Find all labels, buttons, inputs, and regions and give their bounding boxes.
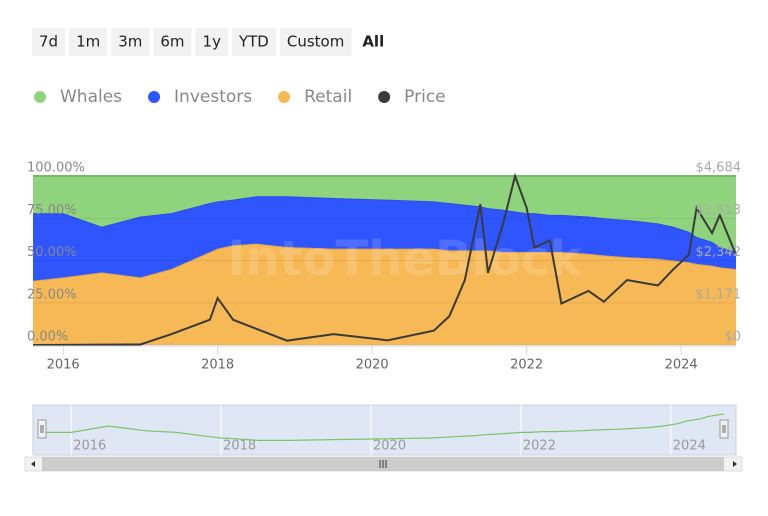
legend-marker	[148, 91, 161, 103]
navigator-handle[interactable]	[719, 419, 729, 439]
range-button[interactable]	[111, 28, 150, 56]
range-button-label[interactable]: 1m	[76, 33, 100, 51]
x-tick-label: 2024	[665, 358, 698, 373]
navigator-tick-label: 2020	[373, 439, 406, 454]
range-button[interactable]	[279, 28, 352, 56]
range-button[interactable]	[32, 28, 66, 56]
navigator-tick-label: 2018	[223, 439, 256, 454]
legend-label[interactable]: Retail	[304, 87, 352, 107]
navigator-tick-label: 2024	[673, 439, 706, 454]
range-button-label[interactable]: Custom	[287, 33, 344, 51]
y-tick-label: 25.00%	[27, 287, 77, 302]
legend-label[interactable]: Investors	[174, 87, 252, 107]
y2-tick-label: $0	[724, 330, 741, 345]
y2-tick-label: $2,342	[696, 245, 742, 260]
navigator-line	[42, 413, 725, 441]
range-button[interactable]	[69, 28, 108, 56]
range-button-label[interactable]: 3m	[118, 33, 142, 51]
navigator-bg	[32, 404, 737, 456]
legend-label[interactable]: Price	[404, 87, 445, 107]
range-button-label[interactable]: All	[362, 33, 384, 51]
range-button-label[interactable]: YTD	[238, 33, 269, 51]
area	[33, 176, 736, 253]
y-tick-label: 0.00%	[27, 330, 68, 345]
navigator-handle[interactable]	[37, 419, 47, 439]
y2-tick-label: $4,684	[696, 161, 742, 176]
range-button-label[interactable]: 7d	[39, 33, 58, 51]
x-tick-label: 2022	[510, 358, 543, 373]
legend-marker	[378, 91, 391, 103]
y2-tick-label: $3,513	[696, 203, 742, 218]
range-button[interactable]	[153, 28, 192, 56]
y-tick-label: 100.00%	[27, 161, 85, 176]
range-button[interactable]	[195, 28, 228, 56]
scroll-left-arrow[interactable]	[31, 461, 35, 467]
range-button-label[interactable]: 1y	[203, 33, 222, 51]
scroll-right-arrow[interactable]	[733, 461, 737, 467]
price-line	[32, 172, 737, 346]
range-button-label[interactable]: 6m	[160, 33, 184, 51]
area	[33, 196, 736, 281]
navigator-tick-label: 2016	[73, 439, 106, 454]
y-tick-label: 75.00%	[27, 203, 77, 218]
y-tick-label: 50.00%	[27, 245, 77, 260]
watermark: IntoTheBlock	[228, 231, 583, 287]
x-tick-label: 2016	[47, 358, 80, 373]
legend-marker	[34, 91, 46, 103]
legend-marker	[278, 91, 291, 103]
y2-tick-label: $1,171	[696, 287, 742, 302]
x-tick-label: 2018	[201, 358, 234, 373]
x-tick-label: 2020	[356, 358, 389, 373]
legend-label[interactable]: Whales	[60, 87, 122, 107]
range-button[interactable]	[231, 28, 276, 56]
navigator-tick-label: 2022	[523, 439, 556, 454]
